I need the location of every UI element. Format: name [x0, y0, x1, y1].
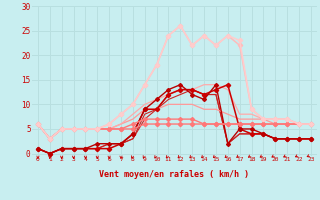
X-axis label: Vent moyen/en rafales ( km/h ): Vent moyen/en rafales ( km/h )	[100, 170, 249, 179]
